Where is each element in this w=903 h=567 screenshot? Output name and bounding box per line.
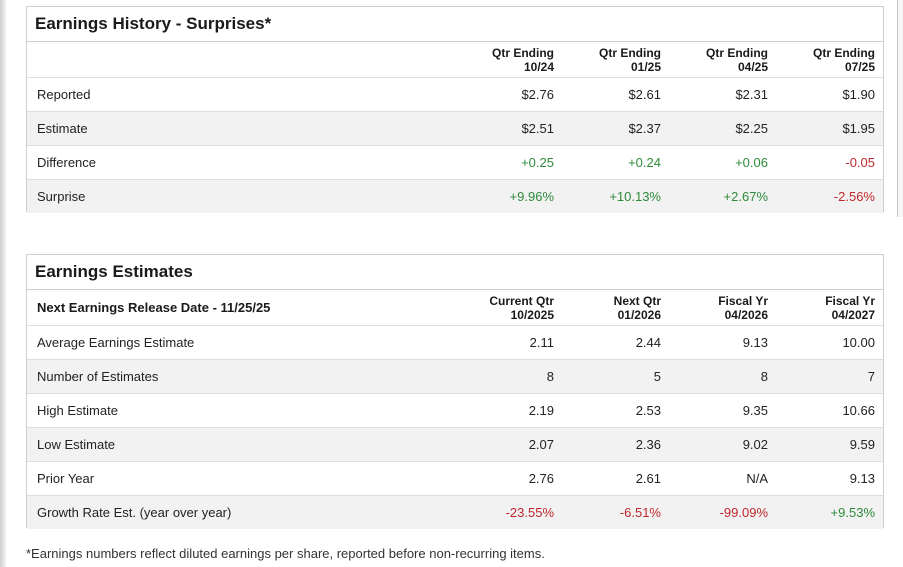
table-cell: 2.53: [562, 393, 669, 428]
table-cell: 8: [669, 359, 776, 394]
table-header-row: Qtr Ending 10/24 Qtr Ending 01/25 Qtr Endi…: [27, 42, 883, 78]
table-cell: 9.59: [776, 427, 883, 462]
table-row-prior-year: Prior Year 2.76 2.61 N/A 9.13: [27, 461, 883, 496]
table-row-reported: Reported $2.76 $2.61 $2.31 $1.90: [27, 77, 883, 112]
table-cell: 2.61: [562, 461, 669, 496]
table-cell: -2.56%: [776, 179, 883, 213]
table-cell: -0.05: [776, 145, 883, 180]
table-cell: 5: [562, 359, 669, 394]
row-label: Number of Estimates: [27, 359, 455, 394]
table-row-low-estimate: Low Estimate 2.07 2.36 9.02 9.59: [27, 427, 883, 462]
table-row-growth-rate: Growth Rate Est. (year over year) -23.55…: [27, 495, 883, 529]
table-cell: $2.61: [562, 77, 669, 112]
table-cell: $2.51: [455, 111, 562, 146]
earnings-history-card: Earnings History - Surprises* Qtr Ending…: [26, 6, 884, 213]
table-cell: +0.06: [669, 145, 776, 180]
table-cell: -99.09%: [669, 495, 776, 529]
table-cell: 8: [455, 359, 562, 394]
table-cell: +0.25: [455, 145, 562, 180]
table-cell: +10.13%: [562, 179, 669, 213]
column-header: Next Qtr 01/2026: [613, 293, 661, 322]
table-row-high-estimate: High Estimate 2.19 2.53 9.35 10.66: [27, 393, 883, 428]
table-cell: $1.90: [776, 77, 883, 112]
table-cell: $2.37: [562, 111, 669, 146]
table-header-row: Next Earnings Release Date - 11/25/25 Cu…: [27, 290, 883, 326]
column-header: Qtr Ending 10/24: [492, 45, 554, 74]
column-header: Fiscal Yr 04/2027: [825, 293, 875, 322]
table-cell: +2.67%: [669, 179, 776, 213]
row-label: Prior Year: [27, 461, 455, 496]
table-cell: N/A: [669, 461, 776, 496]
table-row-difference: Difference +0.25 +0.24 +0.06 -0.05: [27, 145, 883, 180]
column-header: Qtr Ending 01/25: [599, 45, 661, 74]
table-cell: +0.24: [562, 145, 669, 180]
column-header: Current Qtr 10/2025: [489, 293, 554, 322]
column-header: Qtr Ending 07/25: [813, 45, 875, 74]
earnings-estimates-table: Next Earnings Release Date - 11/25/25 Cu…: [27, 290, 883, 529]
row-label: Growth Rate Est. (year over year): [27, 495, 455, 529]
table-cell: 2.36: [562, 427, 669, 462]
footnote: *Earnings numbers reflect diluted earnin…: [26, 546, 545, 561]
row-label: Reported: [27, 77, 455, 112]
table-cell: $2.76: [455, 77, 562, 112]
earnings-history-table: Qtr Ending 10/24 Qtr Ending 01/25 Qtr Endi…: [27, 42, 883, 213]
row-label: High Estimate: [27, 393, 455, 428]
table-row-average-estimate: Average Earnings Estimate 2.11 2.44 9.13…: [27, 325, 883, 360]
earnings-history-title: Earnings History - Surprises*: [27, 7, 883, 42]
table-cell: $1.95: [776, 111, 883, 146]
right-panel-edge: [897, 0, 903, 217]
row-label: Average Earnings Estimate: [27, 325, 455, 360]
table-cell: 2.76: [455, 461, 562, 496]
column-header: Qtr Ending 04/25: [706, 45, 768, 74]
table-cell: 9.02: [669, 427, 776, 462]
table-cell: 2.19: [455, 393, 562, 428]
table-cell: 7: [776, 359, 883, 394]
earnings-estimates-title: Earnings Estimates: [27, 255, 883, 290]
table-row-estimate: Estimate $2.51 $2.37 $2.25 $1.95: [27, 111, 883, 146]
table-cell: 2.07: [455, 427, 562, 462]
table-row-surprise: Surprise +9.96% +10.13% +2.67% -2.56%: [27, 179, 883, 213]
table-cell: +9.96%: [455, 179, 562, 213]
earnings-estimates-card: Earnings Estimates Next Earnings Release…: [26, 254, 884, 529]
row-label: Estimate: [27, 111, 455, 146]
table-row-number-of-estimates: Number of Estimates 8 5 8 7: [27, 359, 883, 394]
table-cell: -6.51%: [562, 495, 669, 529]
table-cell: 9.13: [776, 461, 883, 496]
table-cell: 10.00: [776, 325, 883, 360]
column-header-empty: [27, 42, 455, 78]
column-header: Fiscal Yr 04/2026: [718, 293, 768, 322]
table-cell: 9.35: [669, 393, 776, 428]
table-cell: $2.31: [669, 77, 776, 112]
next-release-date-label: Next Earnings Release Date - 11/25/25: [37, 299, 271, 315]
table-cell: 9.13: [669, 325, 776, 360]
table-cell: 2.11: [455, 325, 562, 360]
row-label: Low Estimate: [27, 427, 455, 462]
left-scroll-edge: [0, 0, 6, 567]
table-cell: 2.44: [562, 325, 669, 360]
table-cell: -23.55%: [455, 495, 562, 529]
table-cell: 10.66: [776, 393, 883, 428]
table-cell: $2.25: [669, 111, 776, 146]
row-label: Difference: [27, 145, 455, 180]
row-label: Surprise: [27, 179, 455, 213]
table-cell: +9.53%: [776, 495, 883, 529]
